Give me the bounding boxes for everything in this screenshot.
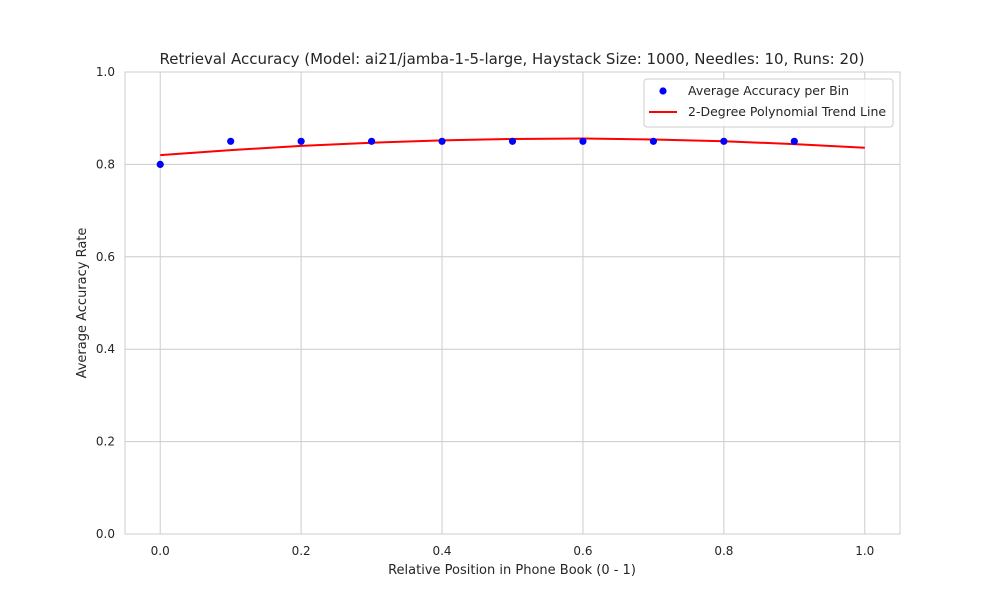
x-tick-label: 1.0 bbox=[855, 544, 874, 558]
data-point bbox=[649, 137, 658, 145]
x-axis-label: Relative Position in Phone Book (0 - 1) bbox=[388, 563, 636, 578]
y-tick-label: 0.0 bbox=[96, 527, 115, 541]
y-axis-label: Average Accuracy Rate bbox=[75, 228, 90, 379]
data-point bbox=[227, 137, 235, 145]
x-tick-label: 0.8 bbox=[714, 544, 733, 558]
x-tick-label: 0.4 bbox=[432, 544, 451, 558]
data-point bbox=[720, 137, 728, 145]
data-point bbox=[367, 137, 376, 145]
legend-label-accuracy: Average Accuracy per Bin bbox=[688, 83, 849, 98]
y-tick-label: 0.4 bbox=[96, 342, 115, 356]
data-point bbox=[438, 137, 446, 145]
x-tick-label: 0.2 bbox=[292, 544, 311, 558]
legend-label-trend: 2-Degree Polynomial Trend Line bbox=[688, 104, 886, 119]
legend: Average Accuracy per Bin 2-Degree Polyno… bbox=[643, 78, 894, 128]
y-tick-label: 0.8 bbox=[96, 157, 115, 171]
plot-frame bbox=[124, 71, 901, 535]
y-tick-labels: 0.0 0.2 0.4 0.6 0.8 1.0 bbox=[96, 65, 115, 541]
data-point bbox=[579, 137, 587, 145]
data-point bbox=[508, 137, 517, 145]
x-tick-label: 0.6 bbox=[573, 544, 592, 558]
x-tick-labels: 0.0 0.2 0.4 0.6 0.8 1.0 bbox=[151, 544, 875, 558]
legend-marker-accuracy bbox=[659, 87, 667, 95]
y-tick-label: 1.0 bbox=[96, 65, 115, 79]
data-point bbox=[297, 137, 305, 145]
legend-box bbox=[643, 78, 894, 128]
data-point bbox=[156, 160, 164, 168]
y-tick-label: 0.6 bbox=[96, 250, 115, 264]
y-tick-label: 0.2 bbox=[96, 435, 115, 449]
x-tick-label: 0.0 bbox=[151, 544, 170, 558]
data-point bbox=[790, 137, 798, 145]
scatter-points-layer bbox=[156, 137, 798, 168]
chart-title: Retrieval Accuracy (Model: ai21/jamba-1-… bbox=[160, 50, 865, 68]
